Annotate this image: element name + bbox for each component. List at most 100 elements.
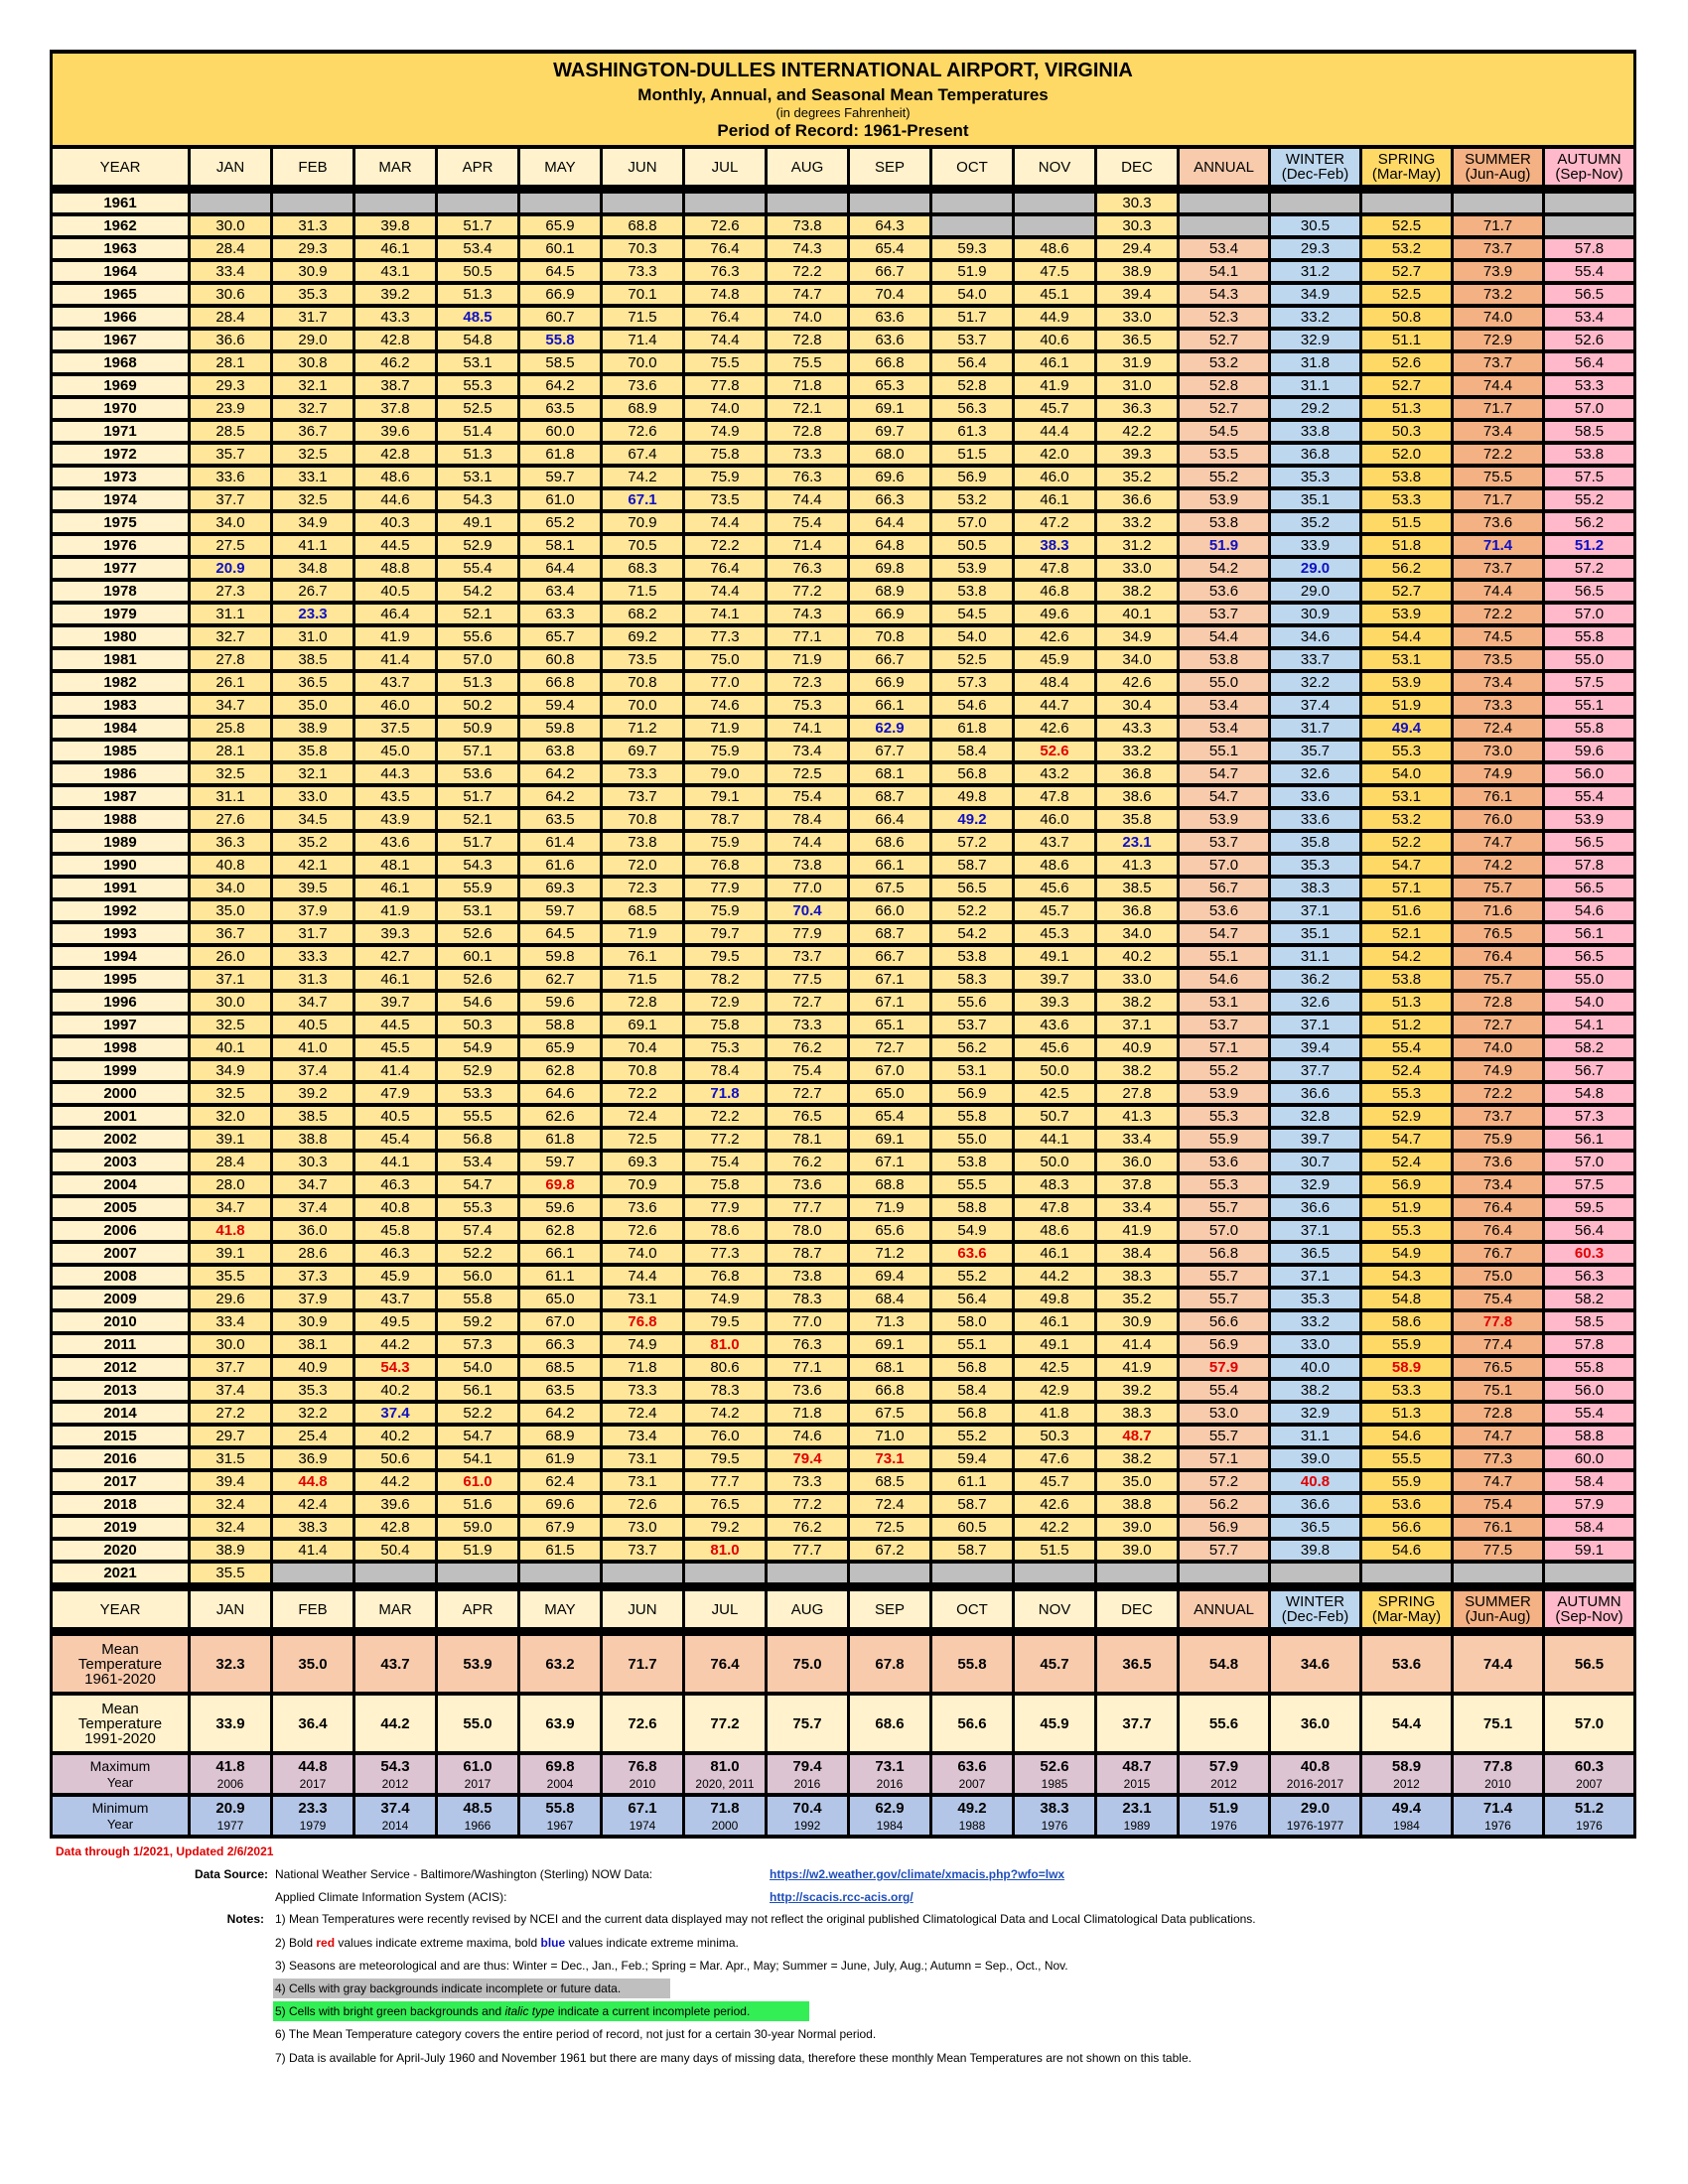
feb-cell: 23.3 <box>273 605 352 623</box>
data-source-2-link[interactable]: http://scacis.rcc-acis.org/ <box>770 1890 914 1904</box>
nov-cell: 52.6 <box>1015 742 1094 760</box>
sep-cell: 64.8 <box>850 536 929 555</box>
page-content: WASHINGTON-DULLES INTERNATIONAL AIRPORT,… <box>50 50 1637 2075</box>
jan-cell: 36.6 <box>191 331 270 349</box>
extreme-value: 67.1 <box>628 1799 657 1817</box>
oct-cell: 50.5 <box>932 536 1012 555</box>
autumn-cell: 55.0 <box>1545 970 1634 989</box>
notes-label: Notes: <box>226 1912 264 1926</box>
jul-cell: 79.5 <box>685 947 765 966</box>
jun-cell: 73.3 <box>603 1381 682 1400</box>
mar-cell: 44.3 <box>355 764 435 783</box>
autumn-cell: 56.5 <box>1545 833 1634 852</box>
table-row: 2020 38.9 41.4 50.4 51.9 61.5 73.7 81.0 77.7 67.2… <box>53 1541 1634 1560</box>
winter-cell: 40.8 <box>1271 1472 1359 1491</box>
dec-cell: 23.1 <box>1097 833 1177 852</box>
autumn-cell: 58.2 <box>1545 1290 1634 1308</box>
summer-cell: 73.9 <box>1454 262 1542 281</box>
note-4: 4) Cells with gray backgrounds indicate … <box>273 1979 671 1998</box>
year-cell: 2010 <box>53 1312 188 1331</box>
sep-cell: 66.9 <box>850 673 929 692</box>
aug-cell: 71.4 <box>768 536 847 555</box>
sep-cell: 67.1 <box>850 1153 929 1171</box>
jan-cell: 30.6 <box>191 285 270 304</box>
dec-cell: 33.2 <box>1097 742 1177 760</box>
apr-cell: 51.6 <box>438 1495 517 1514</box>
year-cell: 2020 <box>53 1541 188 1560</box>
extreme-year: 1976 <box>1041 1818 1068 1833</box>
summer-cell: 75.4 <box>1454 1290 1542 1308</box>
sep-cell: 66.1 <box>850 856 929 875</box>
feb-cell: 41.0 <box>273 1038 352 1057</box>
apr-cell: 54.3 <box>438 490 517 509</box>
annual-cell: 57.1 <box>1180 1038 1268 1057</box>
apr-cell: 52.5 <box>438 399 517 418</box>
autumn-cell: 56.5 <box>1545 285 1634 304</box>
table-row: 1961 30.3 <box>53 194 1634 212</box>
feb-cell: 41.4 <box>273 1541 352 1560</box>
summer-cell: 76.4 <box>1454 1198 1542 1217</box>
extreme-year: 1988 <box>958 1818 986 1833</box>
extreme-year: 1989 <box>1123 1818 1151 1833</box>
aug-cell: 76.3 <box>768 468 847 486</box>
aug-cell: 72.3 <box>768 673 847 692</box>
jul-cell: 75.9 <box>685 742 765 760</box>
winter-cell: 32.6 <box>1271 993 1359 1012</box>
sep-cell: 69.7 <box>850 422 929 441</box>
table-row: 2008 35.5 37.3 45.9 56.0 61.1 74.4 76.8 73.8 69.4… <box>53 1267 1634 1286</box>
feb-cell: 29.3 <box>273 239 352 258</box>
may-cell: 64.2 <box>520 1404 600 1423</box>
feb-cell: 32.5 <box>273 445 352 464</box>
jun-cell: 73.7 <box>603 787 682 806</box>
may-cell: 69.6 <box>520 1495 600 1514</box>
nov-cell: 46.0 <box>1015 810 1094 829</box>
aug-cell: 72.5 <box>768 764 847 783</box>
table-row: 1991 34.0 39.5 46.1 55.9 69.3 72.3 77.9 77.0 67.5… <box>53 879 1634 897</box>
jan-cell: 30.0 <box>191 216 270 235</box>
mar-cell: 39.8 <box>355 216 435 235</box>
annual-cell: 57.9 <box>1180 1358 1268 1377</box>
jul-cell: 74.4 <box>685 331 765 349</box>
oct-cell: 58.7 <box>932 856 1012 875</box>
mar-cell: 50.6 <box>355 1449 435 1468</box>
oct-cell: 59.4 <box>932 1449 1012 1468</box>
jun-cell: 70.0 <box>603 696 682 715</box>
extreme-value: 49.2 <box>957 1799 987 1817</box>
missing-data-cell <box>438 194 517 212</box>
year-cell: 2018 <box>53 1495 188 1514</box>
summer-maximum: 77.8 2010 <box>1454 1755 1542 1793</box>
winter-cell: 36.5 <box>1271 1518 1359 1537</box>
mar-cell: 39.6 <box>355 1495 435 1514</box>
summer-cell: 72.2 <box>1454 605 1542 623</box>
feb-cell: 42.4 <box>273 1495 352 1514</box>
jan-cell: 32.0 <box>191 1107 270 1126</box>
missing-data-cell <box>273 1564 352 1582</box>
jul-cell: 75.8 <box>685 445 765 464</box>
oct-cell: 61.8 <box>932 719 1012 738</box>
spring-cell: 56.9 <box>1362 1175 1451 1194</box>
jul-cell: 78.6 <box>685 1221 765 1240</box>
summer-cell: 75.5 <box>1454 468 1542 486</box>
winter-cell: 35.3 <box>1271 1290 1359 1308</box>
missing-data-cell <box>1271 194 1359 212</box>
jun-cell: 74.2 <box>603 468 682 486</box>
mar-cell: 37.4 <box>355 1404 435 1423</box>
data-source-1-link[interactable]: https://w2.weather.gov/climate/xmacis.ph… <box>770 1867 1065 1881</box>
dec-cell: 36.6 <box>1097 490 1177 509</box>
dec-cell: 41.4 <box>1097 1335 1177 1354</box>
table-row: 1967 36.6 29.0 42.8 54.8 55.8 71.4 74.4 72.8 63.6… <box>53 331 1634 349</box>
oct-cell: 61.3 <box>932 422 1012 441</box>
summer-cell: 76.4 <box>1454 947 1542 966</box>
nov-cell: 47.5 <box>1015 262 1094 281</box>
summer-cell: 72.7 <box>1454 1016 1542 1034</box>
summer-cell: 74.9 <box>1454 764 1542 783</box>
jan-cell: 32.5 <box>191 1084 270 1103</box>
mar-cell: 43.5 <box>355 787 435 806</box>
nov-cell: 51.5 <box>1015 1541 1094 1560</box>
jan-cell: 34.0 <box>191 879 270 897</box>
column-header-summer: SUMMER (Jun-Aug) <box>1454 149 1542 185</box>
aug-cell: 78.1 <box>768 1130 847 1149</box>
mar-cell: 41.4 <box>355 1061 435 1080</box>
autumn-cell: 53.8 <box>1545 445 1634 464</box>
dec-cell: 30.3 <box>1097 194 1177 212</box>
